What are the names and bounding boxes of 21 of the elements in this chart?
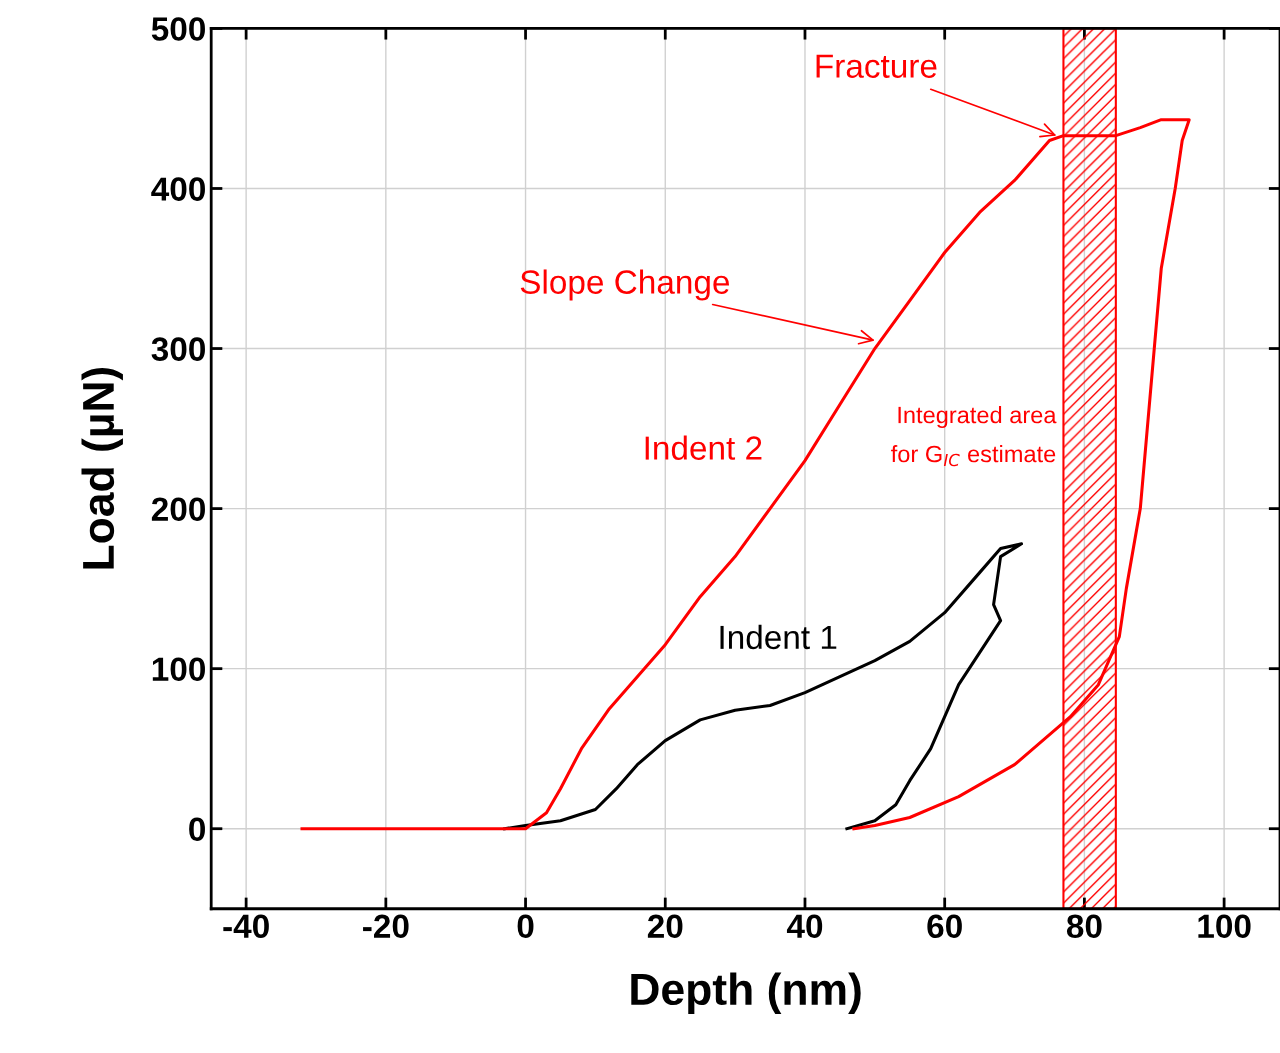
y-tick-label: 400 [151, 177, 205, 201]
x-tick-label: -40 [223, 914, 269, 939]
y-tick-label: 100 [152, 657, 205, 682]
y-tick-label: 200 [151, 497, 205, 522]
x-tick-label: 80 [1066, 914, 1102, 939]
x-tick-label: 40 [786, 914, 823, 939]
y-tick-label: 0 [189, 817, 205, 842]
x-tick-label: 20 [647, 914, 683, 939]
band-label: Integrated area for G$_{IC}$ estimate [891, 406, 1057, 467]
annotation: Slope Change [520, 269, 729, 301]
x-tick-label: 60 [927, 914, 962, 939]
y-tick-label: 500 [151, 17, 205, 41]
x-tick-label: -20 [363, 914, 409, 939]
annotation: Fracture [816, 54, 937, 78]
x-axis-title: Depth (nm) [631, 972, 861, 1014]
series-label: Indent 2 [645, 435, 762, 460]
x-tick-label: 0 [517, 914, 534, 939]
y-axis-title: Load (µN) [81, 367, 123, 569]
x-tick-label: 100 [1198, 914, 1251, 939]
series-label: Indent 1 [720, 624, 837, 650]
y-tick-label: 300 [151, 337, 205, 361]
